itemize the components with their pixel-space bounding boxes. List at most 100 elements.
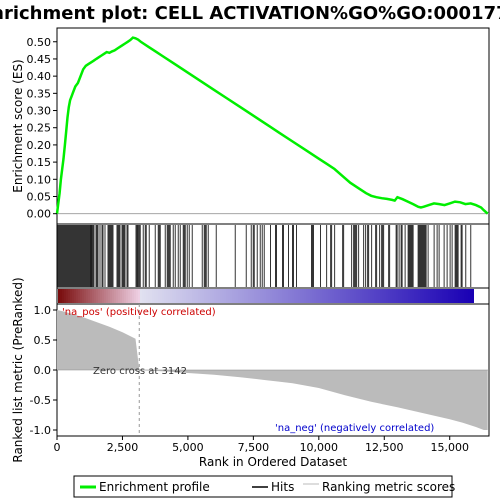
heatmap-cell [356, 289, 358, 303]
heatmap-cell [128, 289, 130, 303]
heatmap-cell [424, 289, 426, 303]
heatmap-cell [420, 289, 422, 303]
heatmap-cell [102, 289, 104, 303]
heatmap-cell [196, 289, 198, 303]
metric-layer [57, 304, 489, 436]
heatmap-cell [434, 289, 436, 303]
heatmap-cell [378, 289, 380, 303]
heatmap-cell [168, 289, 170, 303]
heatmap-cell [422, 289, 424, 303]
heatmap-cell [278, 289, 280, 303]
heatmap-cell [466, 289, 468, 303]
heatmap-cell [240, 289, 242, 303]
heatmap-cell [126, 289, 128, 303]
metric-y-tick-label: -0.5 [30, 394, 51, 407]
heatmap-cell [282, 289, 284, 303]
heatmap-cell [388, 289, 390, 303]
heatmap-cell [170, 289, 172, 303]
heatmap-cell [152, 289, 154, 303]
heatmap-cell [166, 289, 168, 303]
heatmap-cell [452, 289, 454, 303]
es-y-tick-label: 0.20 [27, 139, 52, 152]
heatmap-cell [418, 289, 420, 303]
heatmap-cell [416, 289, 418, 303]
heatmap-cell [284, 289, 286, 303]
heatmap-cell [428, 289, 430, 303]
heatmap-cell [164, 289, 166, 303]
heatmap-cell [338, 289, 340, 303]
heatmap-cell [226, 289, 228, 303]
heatmap-cell [288, 289, 290, 303]
heatmap-cell [146, 289, 148, 303]
heatmap-cell [360, 289, 362, 303]
heatmap-cell [136, 289, 138, 303]
heatmap-cell [298, 289, 300, 303]
es-layer [55, 36, 489, 215]
pos-correlated-label: 'na_pos' (positively correlated) [62, 307, 216, 318]
heatmap-cell [262, 289, 264, 303]
heatmap-cell [312, 289, 314, 303]
heatmap-cell [256, 289, 258, 303]
heatmap-cell [142, 289, 144, 303]
heatmap-cell [374, 289, 376, 303]
heatmap-cell [306, 289, 308, 303]
heatmap-cell [172, 289, 174, 303]
heatmap-cell [358, 289, 360, 303]
es-y-tick-label: 0.15 [27, 156, 52, 169]
x-axis-label: Rank in Ordered Dataset [199, 455, 347, 469]
heatmap-cell [248, 289, 250, 303]
heatmap-cell [380, 289, 382, 303]
heatmap-cell [212, 289, 214, 303]
heatmap-cell [80, 289, 82, 303]
heatmap-cell [96, 289, 98, 303]
heatmap-cell [332, 289, 334, 303]
heatmap-cell [258, 289, 260, 303]
heatmap-cell [294, 289, 296, 303]
heatmap-cell [260, 289, 262, 303]
heatmap-cell [386, 289, 388, 303]
metric-y-tick-label: 1.0 [34, 304, 52, 317]
heatmap-cell [222, 289, 224, 303]
metric-y-tick-label: -1.0 [30, 424, 51, 437]
es-y-tick-label: 0.00 [27, 208, 52, 221]
x-tick-label: 2,500 [107, 441, 139, 454]
heatmap-cell [242, 289, 244, 303]
heatmap-cell [88, 289, 90, 303]
heatmap-cell [432, 289, 434, 303]
heatmap-cell [108, 289, 110, 303]
heatmap-cell [160, 289, 162, 303]
heatmap-cell [470, 289, 472, 303]
heatmap-cell [346, 289, 348, 303]
heatmap-cell [410, 289, 412, 303]
heatmap-cell [456, 289, 458, 303]
heatmap-cell [316, 289, 318, 303]
heatmap-cell [66, 289, 68, 303]
heatmap-cell [140, 289, 142, 303]
heatmap-cell [318, 289, 320, 303]
heatmap-cell [366, 289, 368, 303]
heatmap-cell [180, 289, 182, 303]
heatmap-cell [106, 289, 108, 303]
heatmap-cell [412, 289, 414, 303]
heatmap-cell [440, 289, 442, 303]
heatmap-cell [90, 289, 92, 303]
heatmap-cell [114, 289, 116, 303]
heatmap-cell [324, 289, 326, 303]
heatmap-cell [232, 289, 234, 303]
heatmap-cell [162, 289, 164, 303]
metric-y-axis-label: Ranked list metric (PreRanked) [11, 277, 25, 462]
heatmap-cell [276, 289, 278, 303]
heatmap-cell [384, 289, 386, 303]
heatmap-cell [394, 289, 396, 303]
x-tick-label: 0 [54, 441, 61, 454]
heatmap-cell [438, 289, 440, 303]
x-tick-label: 10,000 [300, 441, 339, 454]
heatmap-cell [184, 289, 186, 303]
x-tick-label: 5,000 [172, 441, 204, 454]
hits-panel-frame [56, 223, 490, 289]
heatmap-cell [72, 289, 74, 303]
heatmap-cell [322, 289, 324, 303]
heatmap-cell [84, 289, 86, 303]
heatmap-cell [304, 289, 306, 303]
